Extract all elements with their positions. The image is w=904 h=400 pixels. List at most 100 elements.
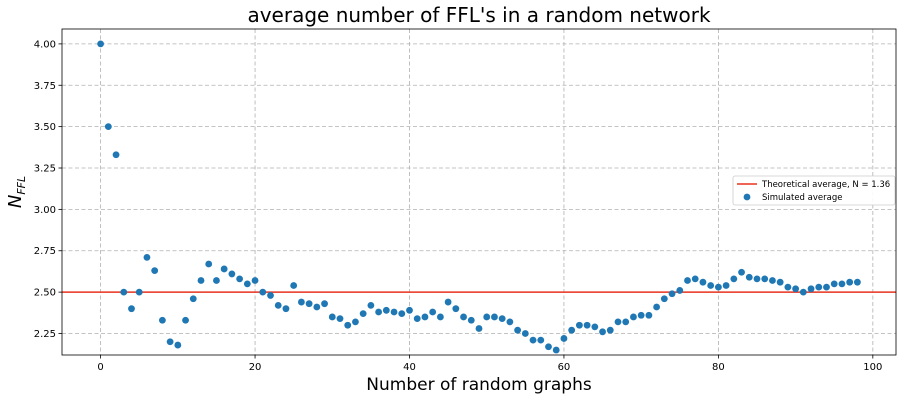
y-tick-label: 2.25 <box>34 329 56 340</box>
data-point <box>491 313 498 321</box>
data-point <box>251 277 259 284</box>
x-tick-label: 0 <box>97 362 103 373</box>
data-point <box>259 288 267 296</box>
data-point <box>830 280 838 288</box>
data-point <box>135 288 143 296</box>
data-point <box>660 295 668 303</box>
y-tick-label: 3.00 <box>34 205 56 216</box>
y-tick-label: 3.50 <box>34 122 56 133</box>
data-point <box>722 282 730 289</box>
data-point <box>467 316 475 324</box>
data-point <box>738 268 745 276</box>
data-point <box>552 346 560 354</box>
data-point <box>243 280 251 288</box>
y-tick-label: 3.75 <box>34 81 56 92</box>
data-point <box>560 335 568 342</box>
y-axis-label: NFFL <box>5 176 28 208</box>
data-point <box>575 321 583 329</box>
data-point <box>282 305 290 313</box>
data-point <box>815 283 823 291</box>
data-point <box>97 40 105 48</box>
data-point <box>413 315 421 322</box>
data-point <box>436 313 444 321</box>
data-point <box>691 275 699 283</box>
data-point <box>761 275 769 283</box>
data-point <box>344 321 352 329</box>
data-point <box>653 303 661 311</box>
data-point <box>622 318 630 326</box>
data-point <box>707 282 715 289</box>
x-tick-label: 100 <box>863 362 882 373</box>
x-tick-label: 20 <box>249 362 262 373</box>
data-point <box>498 315 506 322</box>
data-point <box>406 306 413 314</box>
data-point <box>537 336 545 344</box>
legend-dot-swatch <box>743 193 751 201</box>
data-point <box>390 308 398 316</box>
data-point <box>730 275 738 283</box>
data-point <box>753 275 761 283</box>
x-tick-label: 80 <box>712 362 725 373</box>
data-point <box>714 283 722 291</box>
data-point <box>189 295 197 303</box>
data-point <box>220 265 228 273</box>
data-point <box>676 287 684 294</box>
data-point <box>483 313 491 321</box>
data-point <box>375 308 383 316</box>
data-point <box>112 151 120 159</box>
data-point <box>143 253 151 261</box>
data-point <box>336 315 344 322</box>
y-tick-label: 3.25 <box>34 164 56 175</box>
data-point <box>305 300 313 308</box>
x-axis-ticks: 0 20 40 60 80 100 <box>97 355 882 373</box>
data-point <box>313 303 321 311</box>
data-point <box>606 326 614 334</box>
data-point <box>769 277 776 284</box>
chart-title-text: average number of FFL's in a random netw… <box>247 3 710 27</box>
data-point <box>398 310 406 318</box>
data-point <box>197 277 205 284</box>
data-point <box>267 292 274 299</box>
data-point <box>684 277 691 284</box>
data-point <box>529 336 537 344</box>
data-point <box>297 298 305 306</box>
data-point <box>328 313 336 321</box>
plot-area-frame <box>61 28 897 356</box>
data-point <box>475 325 483 332</box>
data-point <box>174 341 182 349</box>
data-point <box>745 273 753 281</box>
data-point <box>236 275 244 283</box>
data-point <box>807 285 815 293</box>
scatter-points <box>97 40 861 354</box>
y-tick-label: 4.00 <box>34 39 56 50</box>
data-point <box>182 316 189 324</box>
data-point <box>359 310 367 318</box>
legend-label-theoretical: Theoretical average, N = 1.36 <box>761 180 890 190</box>
data-point <box>568 326 576 334</box>
data-point <box>668 290 676 298</box>
legend-label-simulated: Simulated average <box>762 193 842 203</box>
data-point <box>645 311 653 319</box>
data-point <box>452 305 460 313</box>
data-point <box>614 318 622 326</box>
data-point <box>166 338 174 346</box>
y-axis-ticks: 2.25 2.50 2.75 3.00 3.25 3.50 3.75 4.00 <box>34 39 62 340</box>
y-tick-label: 2.75 <box>34 246 56 257</box>
data-point <box>205 260 213 268</box>
data-point <box>637 311 645 319</box>
y-axis-label-sub: FFL <box>15 176 28 195</box>
y-tick-label: 2.50 <box>34 288 56 299</box>
data-point <box>429 308 437 316</box>
data-point <box>382 306 390 314</box>
data-point <box>444 298 452 306</box>
legend-box <box>732 175 896 206</box>
data-point <box>421 313 429 321</box>
data-point <box>514 326 522 334</box>
data-point <box>521 330 529 337</box>
data-point <box>545 343 552 351</box>
x-tick-label: 40 <box>403 362 416 373</box>
y-axis-label-main: N <box>5 195 26 208</box>
data-point <box>799 288 807 296</box>
data-point <box>784 283 792 291</box>
